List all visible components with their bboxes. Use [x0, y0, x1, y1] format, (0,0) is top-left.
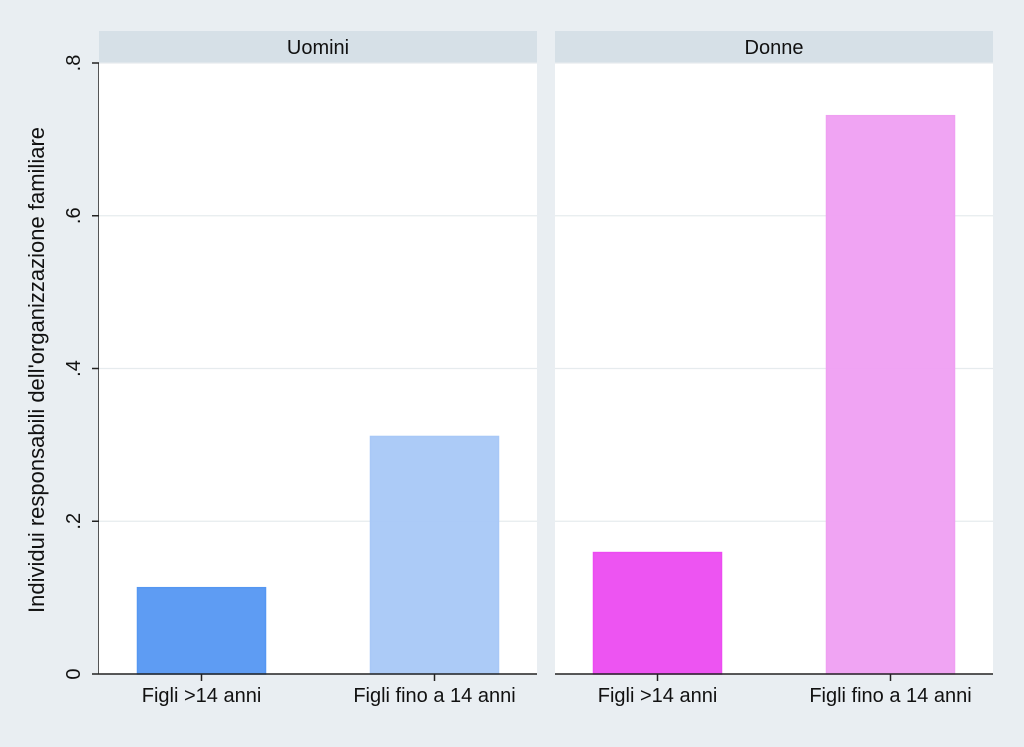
panel-header: [99, 31, 537, 63]
bar: [825, 114, 956, 675]
y-tick-label: .8: [63, 55, 85, 72]
panel-donne: Donne Figli >14 anni Figli fino a 14 anni: [555, 31, 993, 707]
bar: [136, 586, 267, 675]
panel-title: Uomini: [287, 37, 349, 59]
y-axis-label: Individui responsabili dell'organizzazio…: [24, 127, 49, 613]
panel-uomini: Uomini Figli >14 anni Figli fino a 14 anni: [99, 31, 537, 707]
y-tick-label: .6: [63, 207, 85, 224]
y-tick-label: .4: [63, 360, 85, 377]
y-tick-label: .2: [63, 513, 85, 530]
bar: [592, 551, 723, 675]
panel-title: Donne: [745, 37, 804, 59]
x-tick-label: Figli fino a 14 anni: [809, 685, 971, 707]
x-tick-label: Figli >14 anni: [598, 685, 718, 707]
panel-header: [555, 31, 993, 63]
y-tick-label: 0: [63, 668, 85, 679]
x-tick-label: Figli >14 anni: [142, 685, 262, 707]
bar: [369, 435, 500, 675]
x-tick-label: Figli fino a 14 anni: [353, 685, 515, 707]
chart-panels: 0 .2 .4 .6 .8 Uomini Figli >14 anni Figli fino …: [63, 31, 993, 707]
